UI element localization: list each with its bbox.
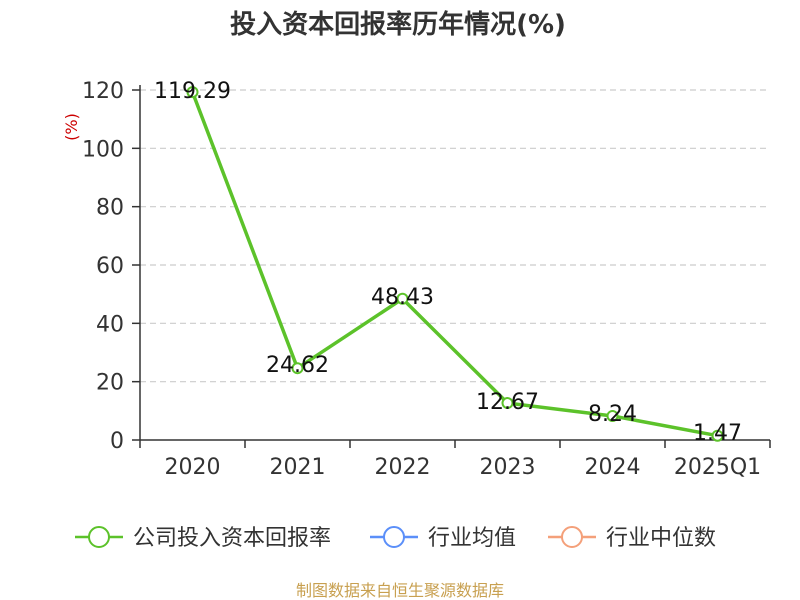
legend-marker-icon xyxy=(561,526,583,548)
series-line xyxy=(190,91,718,438)
y-axis: 0 20 40 60 80 100 120 xyxy=(82,79,141,454)
data-label: 119.29 xyxy=(154,79,231,104)
legend[interactable]: 公司投入资本回报率 行业均值 行业中位数 xyxy=(75,526,716,551)
data-label: 12.67 xyxy=(476,390,539,415)
y-tick-label: 0 xyxy=(110,429,124,454)
x-tick-label: 2022 xyxy=(375,455,431,480)
legend-item[interactable]: 行业中位数 xyxy=(548,526,716,551)
data-label: 8.24 xyxy=(588,402,637,427)
gridlines xyxy=(140,89,770,383)
data-label: 24.62 xyxy=(266,353,329,378)
legend-label: 行业中位数 xyxy=(606,526,716,551)
y-tick-label: 60 xyxy=(96,254,124,279)
legend-item[interactable]: 行业均值 xyxy=(370,526,516,551)
data-point xyxy=(711,429,724,442)
legend-marker-icon xyxy=(88,526,110,548)
data-label: 48.43 xyxy=(371,285,434,310)
legend-item[interactable]: 公司投入资本回报率 xyxy=(75,526,331,551)
x-tick-label: 2021 xyxy=(270,455,326,480)
legend-label: 公司投入资本回报率 xyxy=(133,526,331,551)
y-tick-label: 40 xyxy=(96,312,124,337)
legend-marker-icon xyxy=(383,526,405,548)
data-point xyxy=(606,409,619,422)
source-footer: 制图数据来自恒生聚源数据库 xyxy=(296,581,504,600)
x-tick-label: 2024 xyxy=(585,455,641,480)
x-tick-label: 2025Q1 xyxy=(674,455,761,480)
data-point xyxy=(501,397,514,410)
data-point xyxy=(396,292,409,305)
y-tick-label: 100 xyxy=(82,137,124,162)
data-labels: 119.29 24.62 48.43 12.67 8.24 1.47 xyxy=(154,79,742,446)
y-tick-label: 80 xyxy=(96,196,124,221)
x-tick-label: 2023 xyxy=(480,455,536,480)
data-point xyxy=(291,362,304,375)
y-axis-label: (%) xyxy=(62,113,81,141)
x-axis: 2020 2021 2022 2023 2024 2025Q1 xyxy=(139,439,771,480)
data-point xyxy=(186,86,199,99)
x-tick-label: 2020 xyxy=(165,455,221,480)
y-tick-label: 120 xyxy=(82,79,124,104)
data-label: 1.47 xyxy=(693,421,742,446)
chart-title: 投入资本回报率历年情况(%) xyxy=(230,9,566,40)
legend-label: 行业均值 xyxy=(428,526,516,551)
y-tick-label: 20 xyxy=(96,371,124,396)
plot-area xyxy=(186,86,724,442)
